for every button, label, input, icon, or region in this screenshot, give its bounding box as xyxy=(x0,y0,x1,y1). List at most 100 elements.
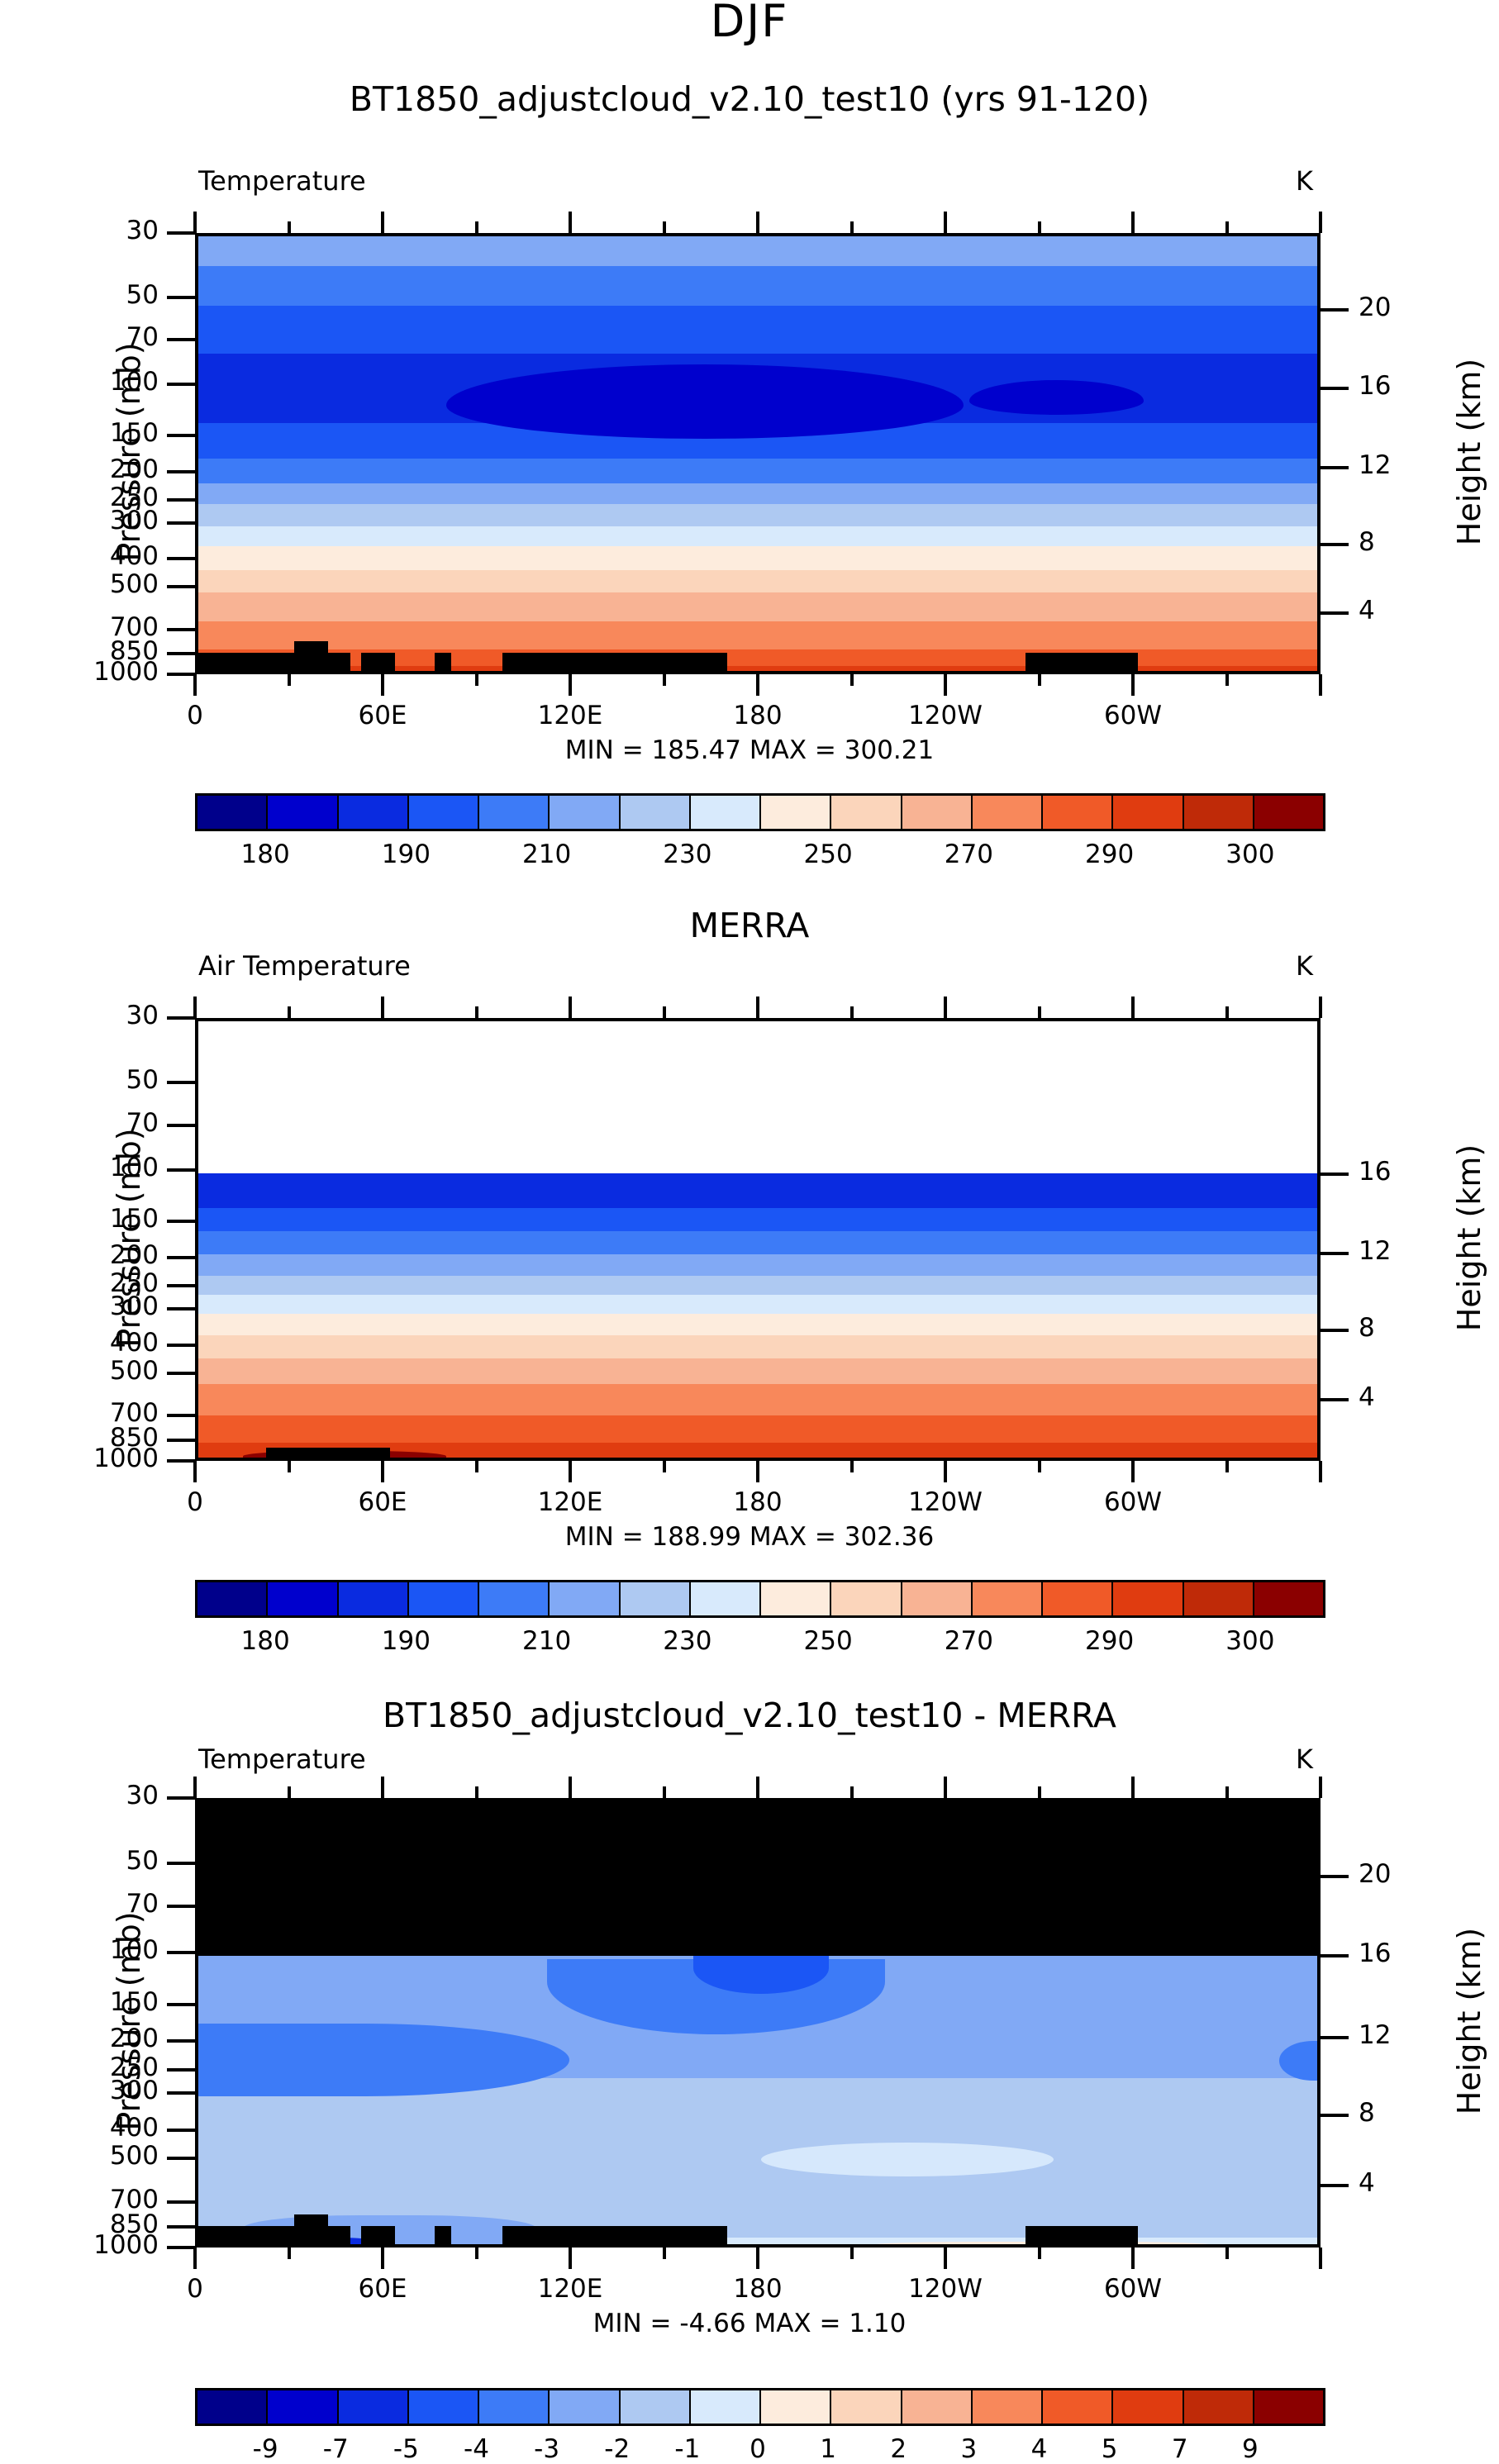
missing-data-region xyxy=(198,1801,1317,1956)
colorbar-swatch-8 xyxy=(761,2390,832,2424)
pressure-tick-700-p3 xyxy=(167,2200,195,2204)
pressure-tick-100-p1 xyxy=(167,383,195,387)
unit-label-3: K xyxy=(1296,1743,1313,1775)
x-tick-bottom-6-p2 xyxy=(756,1461,759,1482)
height-tick-label-8-p2: 8 xyxy=(1359,1313,1375,1344)
x-tick-top-12-p1 xyxy=(1319,212,1322,233)
pressure-tick-30-p3 xyxy=(167,1796,195,1800)
height-tick-4-p3 xyxy=(1321,2183,1349,2187)
height-tick-12-p1 xyxy=(1321,466,1349,470)
topography-mask xyxy=(265,1448,390,1458)
colorbar-label-3-1: -7 xyxy=(322,2434,349,2464)
contour-band xyxy=(198,2237,1317,2244)
colorbar-3 xyxy=(195,2388,1325,2426)
x-tick-label-5-p1: 60W xyxy=(1103,701,1163,730)
colorbar-label-3-0: -9 xyxy=(252,2434,278,2464)
pressure-tick-70-p3 xyxy=(167,1905,195,1909)
cold-pocket-primary xyxy=(445,364,964,440)
colorbar-swatch-8 xyxy=(761,1582,832,1615)
pressure-tick-700-p2 xyxy=(167,1414,195,1418)
colorbar-label-2-4: 250 xyxy=(803,1626,853,1656)
height-tick-label-20-p3: 20 xyxy=(1359,1858,1392,1889)
contour-band xyxy=(198,545,1317,570)
colorbar-label-2-7: 300 xyxy=(1225,1626,1275,1656)
pressure-tick-label-50-p1: 50 xyxy=(126,279,159,310)
colorbar-swatch-8 xyxy=(761,796,832,829)
x-tick-top-4-p1 xyxy=(569,212,572,233)
contour-field-2 xyxy=(198,1021,1317,1458)
pressure-tick-label-1000-p3: 1000 xyxy=(93,2230,159,2260)
negative-patch-west xyxy=(198,2024,570,2097)
height-tick-16-p3 xyxy=(1321,1954,1349,1958)
x-tick-bottom-7-p1 xyxy=(849,674,854,686)
colorbar-label-2-6: 290 xyxy=(1085,1626,1135,1656)
height-tick-label-4-p3: 4 xyxy=(1359,2167,1375,2198)
x-tick-bottom-5-p1 xyxy=(662,674,666,686)
pressure-axis-title-3: Pressure (mb) xyxy=(111,1911,147,2131)
colorbar-label-1-5: 270 xyxy=(944,840,993,869)
colorbar-label-3-7: 0 xyxy=(750,2434,766,2464)
x-tick-top-5-p2 xyxy=(662,1006,666,1018)
x-tick-top-0-p2 xyxy=(193,997,197,1018)
height-tick-label-4-p2: 4 xyxy=(1359,1382,1375,1413)
colorbar-swatch-14 xyxy=(1183,796,1254,829)
pressure-tick-label-300-p3: 300 xyxy=(109,2076,159,2106)
pressure-axis-title-2: Pressure (mb) xyxy=(111,1128,147,1348)
contour-band xyxy=(198,592,1317,622)
pressure-tick-label-250-p3: 250 xyxy=(109,2052,159,2082)
contour-band xyxy=(198,1443,1317,1458)
pressure-tick-label-850-p3: 850 xyxy=(109,2209,159,2239)
x-tick-label-5-p2: 60W xyxy=(1103,1487,1163,1517)
pressure-tick-label-1000-p2: 1000 xyxy=(93,1444,159,1473)
pressure-tick-1000-p1 xyxy=(167,673,195,676)
x-tick-top-2-p2 xyxy=(381,997,384,1018)
pressure-tick-label-400-p3: 400 xyxy=(109,2112,159,2143)
height-tick-16-p1 xyxy=(1321,386,1349,390)
variable-label-2: Air Temperature xyxy=(198,950,411,982)
x-tick-bottom-12-p2 xyxy=(1319,1461,1322,1482)
colorbar-swatch-5 xyxy=(550,796,621,829)
pressure-tick-label-400-p2: 400 xyxy=(109,1327,159,1358)
x-tick-label-4-p2: 120W xyxy=(908,1487,983,1517)
x-tick-bottom-0-p2 xyxy=(193,1461,197,1482)
pressure-tick-label-150-p1: 150 xyxy=(109,418,159,449)
x-tick-top-9-p1 xyxy=(1037,221,1041,233)
height-tick-4-p2 xyxy=(1321,1398,1349,1402)
height-tick-8-p3 xyxy=(1321,2113,1349,2117)
x-tick-top-5-p1 xyxy=(662,221,666,233)
colorbar-swatch-5 xyxy=(550,1582,621,1615)
colorbar-label-3-6: -1 xyxy=(674,2434,701,2464)
x-tick-label-4-p1: 120W xyxy=(908,701,983,730)
height-tick-12-p2 xyxy=(1321,1252,1349,1256)
x-tick-top-6-p1 xyxy=(756,212,759,233)
colorbar-label-2-2: 210 xyxy=(522,1626,572,1656)
pressure-tick-200-p1 xyxy=(167,469,195,473)
x-tick-bottom-9-p2 xyxy=(1037,1461,1041,1472)
x-tick-bottom-12-p1 xyxy=(1319,674,1322,696)
pressure-tick-label-100-p1: 100 xyxy=(109,367,159,397)
x-tick-bottom-2-p3 xyxy=(381,2248,384,2269)
colorbar-label-3-5: -2 xyxy=(604,2434,631,2464)
height-tick-8-p2 xyxy=(1321,1329,1349,1333)
colorbar-label-2-1: 190 xyxy=(381,1626,431,1656)
pressure-tick-label-100-p3: 100 xyxy=(109,1934,159,1965)
x-tick-bottom-8-p3 xyxy=(944,2248,947,2269)
x-tick-bottom-1-p2 xyxy=(287,1461,291,1472)
height-tick-label-12-p2: 12 xyxy=(1359,1236,1392,1267)
x-tick-bottom-0-p1 xyxy=(193,674,197,696)
height-tick-20-p1 xyxy=(1321,308,1349,312)
x-tick-top-3-p1 xyxy=(474,221,478,233)
plot-area-2 xyxy=(195,1018,1321,1461)
height-tick-label-20-p1: 20 xyxy=(1359,293,1392,323)
pressure-tick-label-50-p3: 50 xyxy=(126,1846,159,1877)
colorbar-label-3-11: 4 xyxy=(1030,2434,1048,2464)
colorbar-label-2-3: 230 xyxy=(663,1626,712,1656)
topography-mask xyxy=(435,653,452,671)
panel-title-3: BT1850_adjustcloud_v2.10_test10 - MERRA xyxy=(383,1696,1116,1735)
colorbar-swatch-6 xyxy=(620,796,691,829)
weak-patch-mid xyxy=(761,2143,1054,2177)
pressure-tick-150-p1 xyxy=(167,434,195,438)
contour-band xyxy=(198,1383,1317,1416)
height-tick-label-8-p3: 8 xyxy=(1359,2097,1375,2128)
